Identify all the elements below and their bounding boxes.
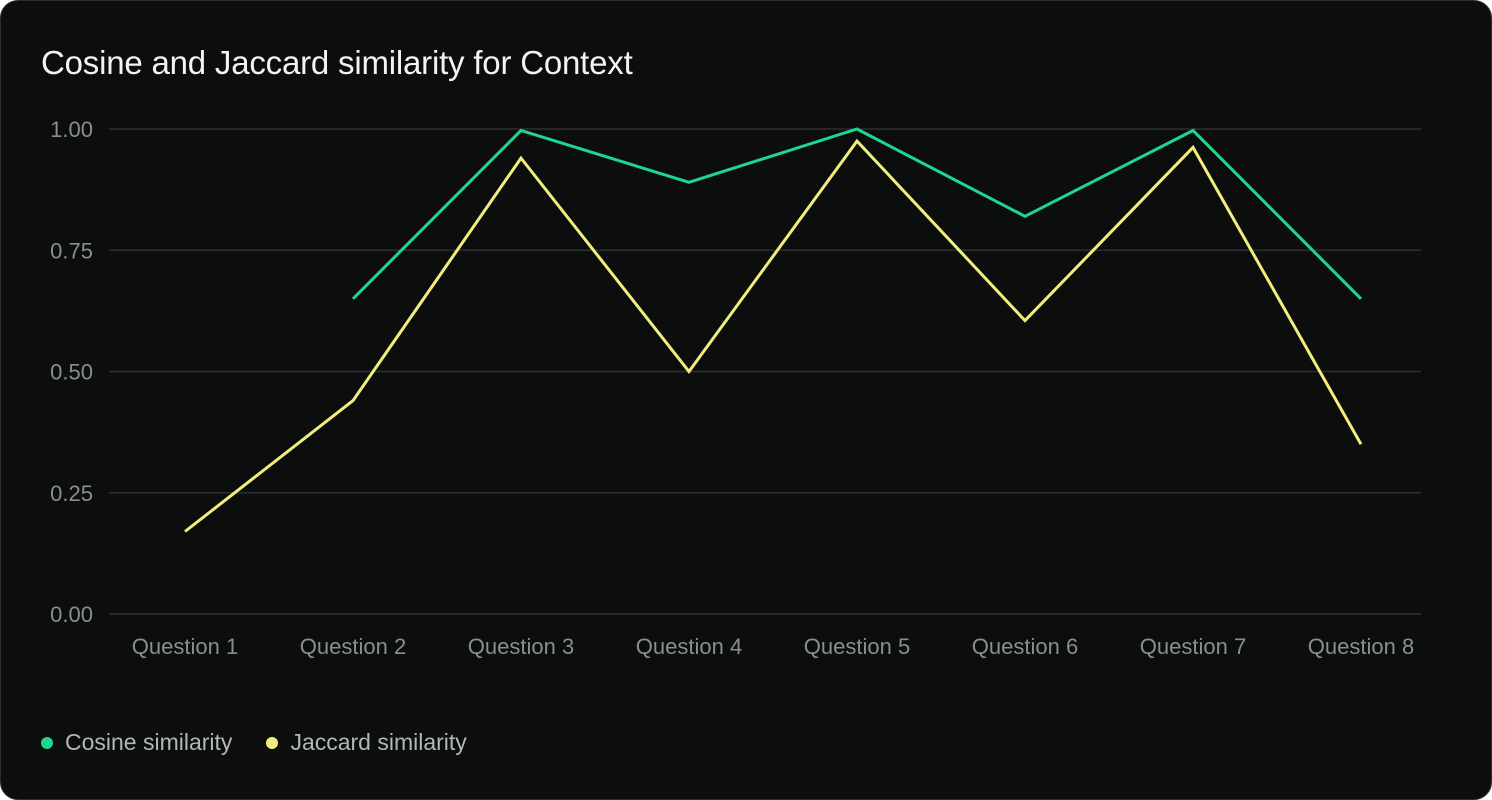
legend-label-jaccard: Jaccard similarity [290,729,467,755]
x-tick-label: Question 5 [804,634,910,659]
y-tick-label: 1.00 [50,117,93,142]
x-tick-label: Question 4 [636,634,742,659]
data-point[interactable] [179,526,191,538]
data-point[interactable] [851,135,863,147]
series-line-cosine-similarity[interactable] [351,127,1363,300]
data-point[interactable] [347,395,359,407]
x-tick-label: Question 6 [972,634,1078,659]
y-axis-ticks: 0.00 0.25 0.50 0.75 1.00 [50,117,93,627]
legend-dot-jaccard [266,736,279,749]
y-tick-label: 0.75 [50,238,93,263]
x-tick-label: Question 7 [1140,634,1246,659]
x-axis-ticks: Question 1 Question 2 Question 3 Question 4… [132,634,1414,659]
series-line-jaccard-similarity[interactable] [184,138,1363,533]
data-point[interactable] [347,293,359,305]
chart-title: Cosine and Jaccard similarity for Contex… [41,44,633,81]
legend-dot-cosine [41,736,53,749]
x-tick-label: Question 3 [468,634,574,659]
data-point[interactable] [515,152,527,164]
legend-item-jaccard[interactable]: Jaccard similarity [266,729,467,756]
data-point[interactable] [683,366,695,378]
data-point[interactable] [1355,293,1367,305]
series-lines [179,123,1367,538]
data-point[interactable] [683,176,695,188]
x-tick-label: Question 1 [132,634,238,659]
data-point[interactable] [515,124,527,136]
legend-label-cosine: Cosine similarity [65,729,233,755]
x-tick-label: Question 2 [300,634,406,659]
y-tick-label: 0.00 [50,602,93,627]
x-tick-label: Question 8 [1308,634,1414,659]
data-point[interactable] [1019,315,1031,327]
data-point[interactable] [851,123,863,135]
grid-lines [109,128,1421,615]
data-point[interactable] [1187,124,1199,136]
data-point[interactable] [1019,210,1031,222]
y-tick-label: 0.50 [50,360,93,385]
data-point[interactable] [1355,438,1367,450]
y-tick-label: 0.25 [50,481,93,506]
legend: Cosine similarity Jaccard similarity [41,729,467,756]
legend-item-cosine[interactable]: Cosine similarity [41,729,232,756]
data-point[interactable] [1187,141,1199,153]
